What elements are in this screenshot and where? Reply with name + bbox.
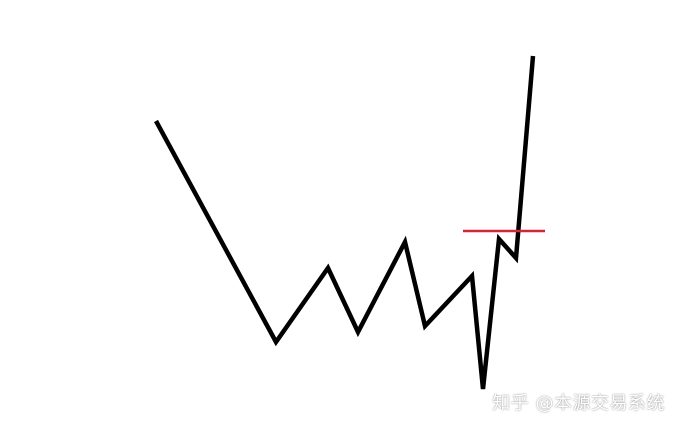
price-path-line [154,55,536,390]
watermark-text: 知乎 @本源交易系统 [492,393,665,414]
